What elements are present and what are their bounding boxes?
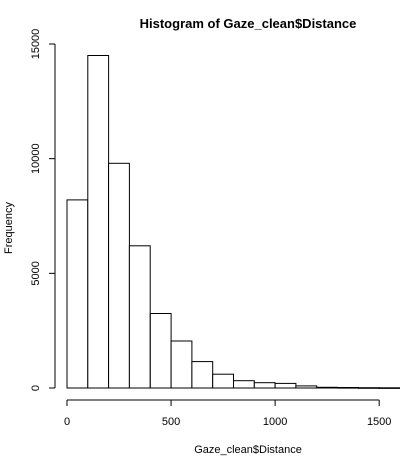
y-axis: 0 5000 10000 15000 <box>30 29 56 391</box>
bars-group <box>66 55 400 389</box>
x-tick-label-3: 1500 <box>367 416 391 428</box>
histogram-bar-3 <box>128 245 151 389</box>
histogram-bar-8 <box>233 380 255 389</box>
histogram-bar-15 <box>378 387 400 389</box>
x-tick-label-1: 500 <box>162 416 180 428</box>
histogram-bar-6 <box>191 361 214 389</box>
x-axis-label: Gaze_clean$Distance <box>194 444 302 456</box>
x-tick-label-2: 1000 <box>263 416 287 428</box>
x-axis: 0 500 1000 1500 <box>64 399 391 428</box>
histogram-bar-14 <box>357 387 380 389</box>
y-tick-label-0: 0 <box>30 385 42 391</box>
histogram-bar-5 <box>170 340 193 389</box>
histogram-bar-1 <box>87 55 110 389</box>
y-tick-label-1: 5000 <box>30 261 42 285</box>
histogram-bar-0 <box>66 199 89 389</box>
histogram-bar-7 <box>212 373 234 389</box>
y-tick-label-2: 10000 <box>30 143 42 174</box>
histogram-bar-10 <box>274 382 297 389</box>
histogram-bar-12 <box>316 386 339 389</box>
y-axis-label: Frequency <box>3 202 15 254</box>
histogram-bar-11 <box>295 385 318 389</box>
y-tick-label-3: 15000 <box>30 29 42 60</box>
x-tick-label-0: 0 <box>64 416 70 428</box>
histogram-bar-4 <box>149 313 172 389</box>
histogram-bar-13 <box>337 387 359 389</box>
histogram-bar-2 <box>108 162 130 389</box>
histogram-bar-9 <box>253 382 276 389</box>
chart-title: Histogram of Gaze_clean$Distance <box>140 16 357 31</box>
